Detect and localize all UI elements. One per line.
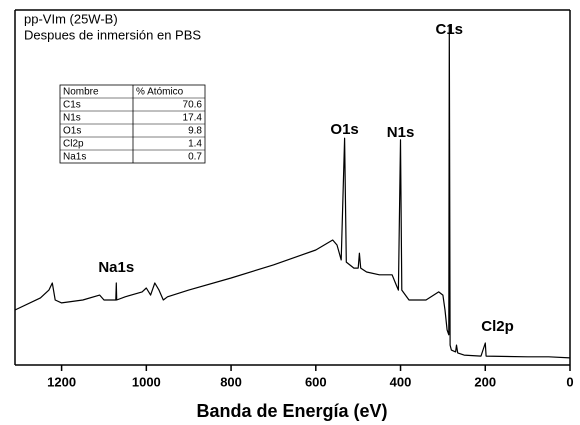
table-cell: Na1s [63,152,86,163]
peak-label: O1s [330,121,358,138]
peak-label: C1s [435,21,463,38]
peak-label: Cl2p [481,318,514,335]
x-tick-label: 800 [220,374,242,389]
peak-label: Na1s [98,259,134,276]
table-cell: 70.6 [183,100,203,111]
table-cell: O1s [63,126,81,137]
table-cell: 1.4 [188,139,202,150]
table-cell: 17.4 [183,113,203,124]
table-cell: Cl2p [63,139,84,150]
table-cell: 9.8 [188,126,202,137]
table-cell: 0.7 [188,152,202,163]
x-tick-label: 0 [566,374,573,389]
table-cell: C1s [63,100,81,111]
table-cell: N1s [63,113,81,124]
x-tick-label: 1000 [132,374,161,389]
x-axis-label: Banda de Energía (eV) [196,401,387,421]
chart-subtitle: Despues de inmersión en PBS [24,27,201,42]
spectrum-line [14,24,571,359]
chart-title: pp-VIm (25W-B) [24,11,118,26]
table-cell: % Atómico [136,87,184,98]
x-tick-label: 200 [474,374,496,389]
x-tick-label: 1200 [47,374,76,389]
peak-label: N1s [387,124,415,141]
x-tick-label: 400 [390,374,412,389]
x-tick-label: 600 [305,374,327,389]
table-cell: Nombre [63,87,99,98]
